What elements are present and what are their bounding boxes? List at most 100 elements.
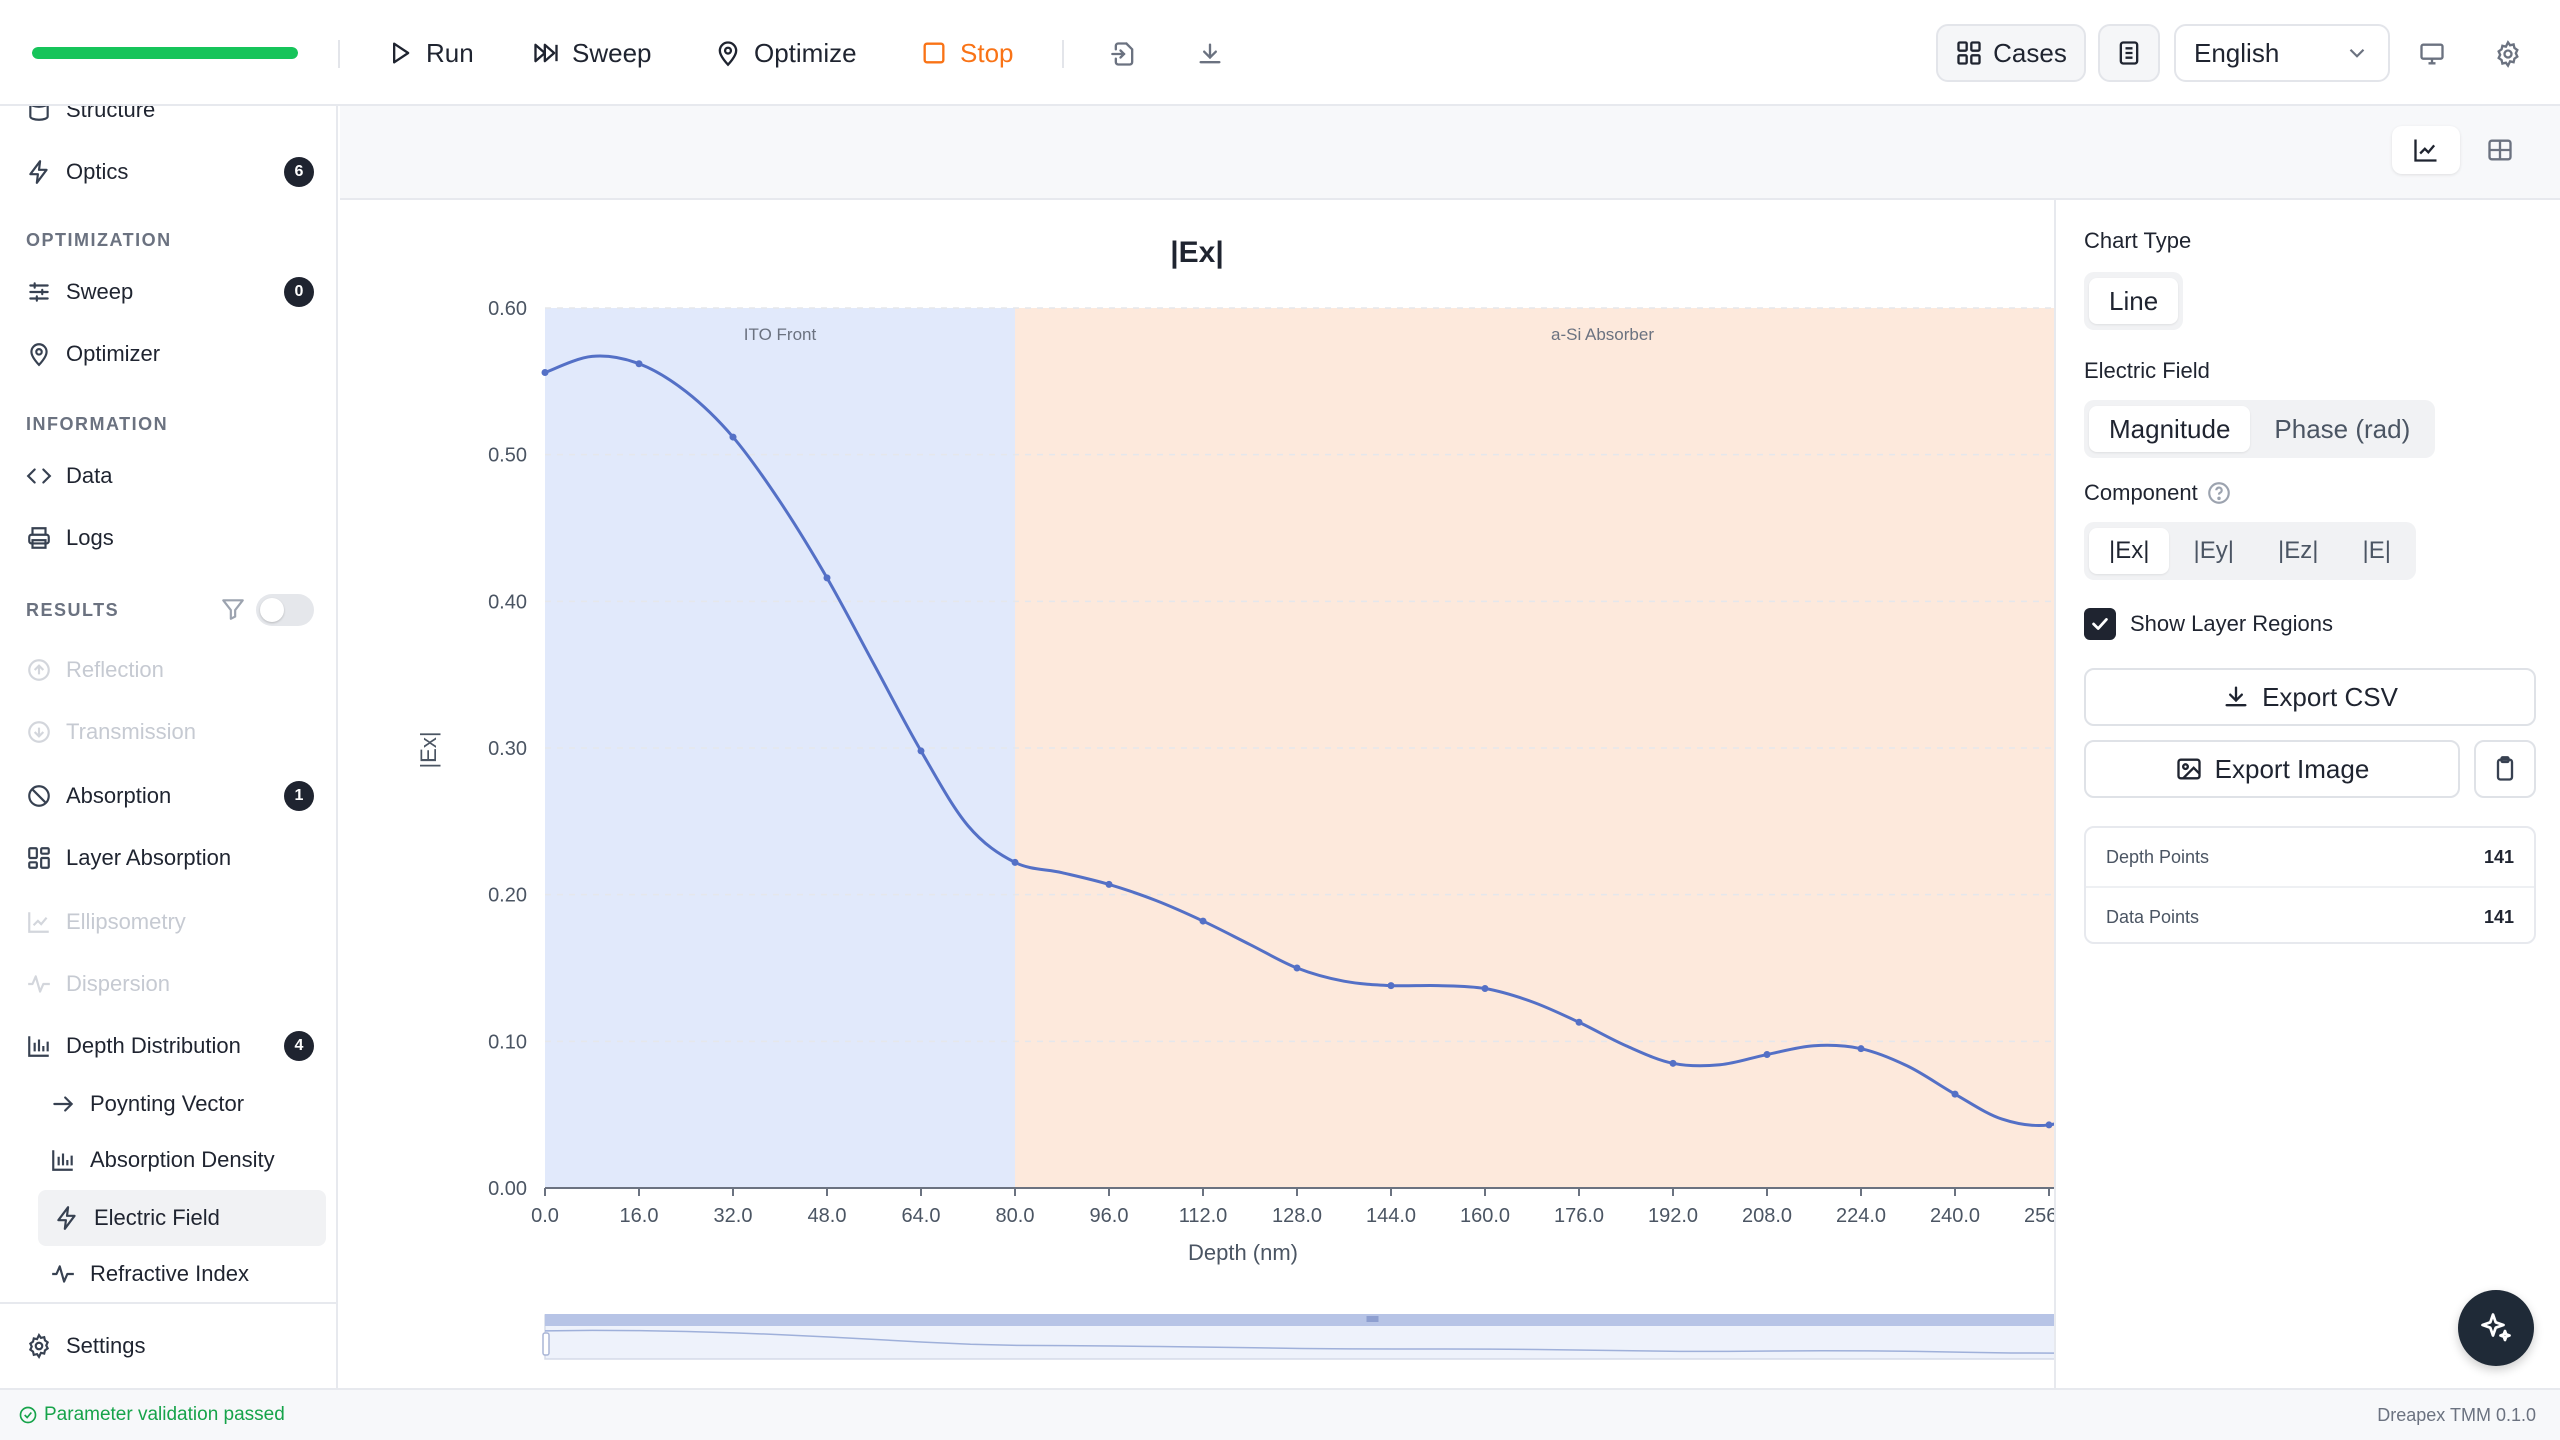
grid-icon <box>28 847 50 869</box>
stop-button[interactable]: Stop <box>920 30 1014 76</box>
sidebar-item-label: Data <box>66 463 113 488</box>
sidebar-item-sweep[interactable]: Sweep 0 <box>26 270 314 314</box>
sidebar-item-settings[interactable]: Settings <box>26 1324 314 1368</box>
data-point <box>635 360 643 368</box>
component-ex-option[interactable]: |Ex| <box>2089 528 2170 574</box>
sidebar-item-absorption[interactable]: Absorption 1 <box>26 774 314 818</box>
zoom-drag-grip <box>1366 1316 1379 1322</box>
count-badge: 6 <box>284 157 314 187</box>
stats-divider <box>2086 886 2534 888</box>
filter-icon[interactable] <box>220 596 246 622</box>
sidebar-item-reflection[interactable]: Reflection <box>26 648 314 692</box>
x-tick-label: 32.0 <box>714 1205 753 1227</box>
component-e-option[interactable]: |E| <box>2362 537 2391 564</box>
sidebar-item-logs[interactable]: Logs <box>26 516 314 560</box>
sidebar-item-structure[interactable]: Structure <box>26 106 314 132</box>
x-tick-label: 208.0 <box>1742 1205 1792 1227</box>
sidebar-item-transmission[interactable]: Transmission <box>26 710 314 754</box>
help-circle-icon[interactable] <box>2206 480 2232 506</box>
stop-label: Stop <box>960 37 1014 68</box>
export-csv-button[interactable]: Export CSV <box>2084 668 2536 726</box>
component-selector: |Ex| |Ey| |Ez| |E| <box>2084 522 2416 580</box>
sidebar-item-dispersion[interactable]: Dispersion <box>26 962 314 1006</box>
progress-fill <box>32 47 298 59</box>
sidebar-item-label: Optimizer <box>66 341 161 366</box>
chart-options-panel: Chart Type Line Electric Field Magnitude… <box>2054 200 2560 1388</box>
layer-region <box>545 308 1015 1188</box>
data-point <box>1105 880 1113 888</box>
electric-field-selector: Magnitude Phase (rad) <box>2084 400 2436 458</box>
import-button[interactable] <box>1104 34 1144 74</box>
sweep-button[interactable]: Sweep <box>532 30 652 76</box>
download-button[interactable] <box>1190 34 1230 74</box>
component-ey-option[interactable]: |Ey| <box>2193 537 2234 564</box>
y-axis-label: |Ex| <box>416 731 441 768</box>
show-layer-regions-label: Show Layer Regions <box>2130 611 2334 636</box>
x-tick-label: 48.0 <box>808 1205 847 1227</box>
sidebar-item-ellipsometry[interactable]: Ellipsometry <box>26 900 314 944</box>
settings-gear-button[interactable] <box>2488 34 2528 74</box>
copy-to-clipboard-button[interactable] <box>2474 740 2536 798</box>
x-tick-label: 256.0 <box>2024 1205 2054 1227</box>
magnitude-option[interactable]: Magnitude <box>2089 406 2251 452</box>
electric-field-chart[interactable]: ITO Front a-Si Absorber 0.00 0.10 0.20 0.30 0… <box>340 200 2054 1388</box>
chart-title: |Ex| <box>1170 236 1223 269</box>
stat-data-points: Data Points 141 <box>2086 888 2534 946</box>
chart-view-button[interactable] <box>2392 126 2460 174</box>
sidebar-item-label: Structure <box>66 106 156 122</box>
phase-option[interactable]: Phase (rad) <box>2274 413 2411 444</box>
x-tick-label: 64.0 <box>902 1205 941 1227</box>
run-button[interactable]: Run <box>386 30 474 76</box>
cases-label: Cases <box>1993 37 2067 68</box>
count-badge: 1 <box>284 781 314 811</box>
series-line <box>544 354 2054 1128</box>
table-icon <box>2488 139 2512 161</box>
sidebar-item-electric-field[interactable]: Electric Field <box>38 1190 326 1246</box>
show-layer-regions-checkbox[interactable]: Show Layer Regions <box>2084 608 2333 640</box>
notes-button[interactable] <box>2098 24 2160 82</box>
data-point <box>917 747 925 755</box>
section-heading-optimization: OPTIMIZATION <box>26 230 172 250</box>
electric-field-label: Electric Field <box>2084 358 2210 383</box>
arrow-down-circle-icon <box>28 721 50 743</box>
sidebar-item-label: Depth Distribution <box>66 1033 241 1058</box>
ai-assistant-button[interactable] <box>2458 1290 2534 1366</box>
chart-type-line-option[interactable]: Line <box>2089 278 2179 324</box>
optimize-button[interactable]: Optimize <box>714 30 857 76</box>
display-button[interactable] <box>2412 34 2452 74</box>
document-icon <box>2119 41 2139 65</box>
component-label-row: Component <box>2084 480 2232 506</box>
section-heading-results: RESULTS <box>26 600 120 620</box>
cases-button[interactable]: Cases <box>1936 24 2086 82</box>
data-point <box>1763 1051 1771 1059</box>
printer-icon <box>28 527 50 549</box>
sidebar-item-poynting-vector[interactable]: Poynting Vector <box>50 1082 314 1126</box>
sidebar-item-layer-absorption[interactable]: Layer Absorption <box>26 836 314 880</box>
data-point <box>1951 1090 1959 1098</box>
line-chart-icon <box>28 912 49 933</box>
layer-region-label: a-Si Absorber <box>1551 325 1654 344</box>
sidebar-item-optics[interactable]: Optics 6 <box>26 150 314 194</box>
component-ez-option[interactable]: |Ez| <box>2277 537 2319 564</box>
section-heading-information: INFORMATION <box>26 414 169 434</box>
check-icon <box>2092 618 2108 630</box>
status-message: Parameter validation passed <box>44 1404 285 1425</box>
check-circle-icon <box>19 1406 37 1424</box>
sidebar-item-depth-distribution[interactable]: Depth Distribution 4 <box>26 1024 314 1068</box>
language-select[interactable]: English <box>2174 24 2390 82</box>
results-filter-toggle[interactable] <box>256 594 314 626</box>
sidebar-item-refractive-index[interactable]: Refractive Index <box>50 1252 314 1296</box>
data-point <box>1011 858 1019 866</box>
data-point <box>1199 917 1207 925</box>
lightning-icon <box>57 1206 76 1230</box>
stat-value: 141 <box>2483 846 2514 867</box>
table-view-button[interactable] <box>2466 126 2534 174</box>
export-image-button[interactable]: Export Image <box>2084 740 2460 798</box>
checkbox-checked[interactable] <box>2084 608 2116 640</box>
sliders-icon <box>29 282 49 302</box>
sidebar-item-data[interactable]: Data <box>26 454 314 498</box>
zoom-handle-left <box>542 1332 550 1356</box>
sidebar-item-optimizer[interactable]: Optimizer <box>26 332 314 376</box>
sidebar-item-absorption-density[interactable]: Absorption Density <box>50 1138 314 1182</box>
bar-chart-icon <box>28 1036 49 1057</box>
